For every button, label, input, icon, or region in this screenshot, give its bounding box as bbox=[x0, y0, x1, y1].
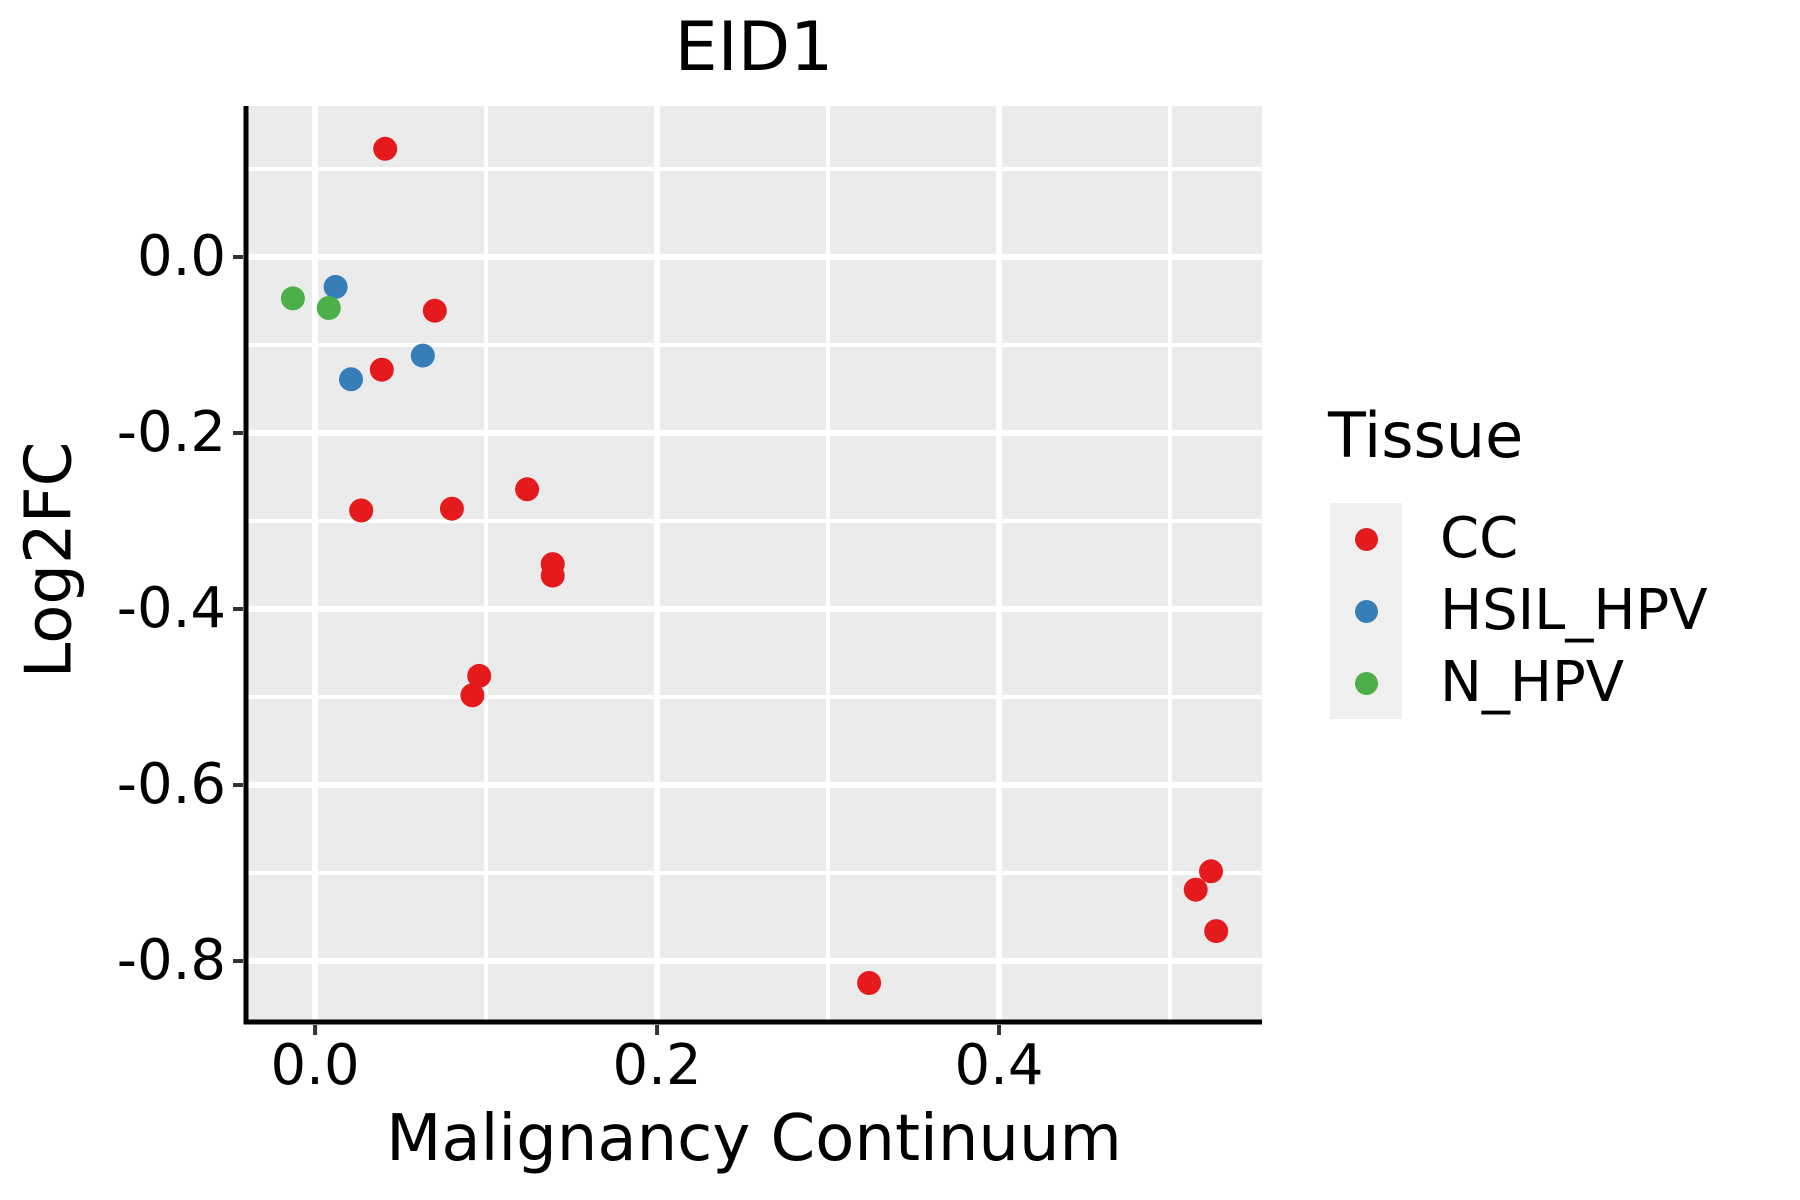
data-point-cc bbox=[422, 298, 447, 323]
legend-row-n_hpv: N_HPV bbox=[1330, 647, 1708, 719]
plot-title: EID1 bbox=[674, 8, 834, 87]
data-point-cc bbox=[349, 498, 374, 523]
data-point-cc bbox=[439, 496, 464, 521]
data-point-n_hpv bbox=[280, 286, 305, 311]
legend-label: CC bbox=[1440, 506, 1519, 571]
x-tick-label: 0.2 bbox=[612, 1033, 702, 1098]
legend-key bbox=[1330, 575, 1402, 647]
data-point-cc bbox=[857, 971, 882, 995]
data-point-cc bbox=[540, 563, 565, 588]
y-tick-label: -0.8 bbox=[116, 928, 226, 993]
legend-dot-icon bbox=[1354, 599, 1378, 623]
data-point-cc bbox=[1204, 919, 1229, 944]
data-point-hsil_hpv bbox=[410, 343, 435, 368]
legend-dot-icon bbox=[1354, 527, 1378, 551]
data-point-n_hpv bbox=[316, 296, 341, 320]
y-axis-title: Log2FC bbox=[12, 441, 87, 679]
data-point-cc bbox=[373, 136, 398, 161]
panel-background bbox=[246, 106, 1262, 1022]
legend-title: Tissue bbox=[1328, 399, 1524, 472]
data-point-hsil_hpv bbox=[339, 367, 363, 392]
data-point-cc bbox=[369, 357, 394, 382]
legend-label: HSIL_HPV bbox=[1440, 578, 1708, 643]
y-tick-label: -0.6 bbox=[116, 752, 226, 817]
legend-row-cc: CC bbox=[1330, 503, 1708, 575]
legend-dot-icon bbox=[1354, 671, 1378, 695]
y-tick-label: 0.0 bbox=[136, 224, 226, 289]
axis-lines bbox=[243, 106, 1262, 1025]
legend-row-hsil_hpv: HSIL_HPV bbox=[1330, 575, 1708, 647]
y-tick-label: -0.2 bbox=[116, 400, 226, 465]
legend-key bbox=[1330, 503, 1402, 575]
data-point-cc bbox=[1183, 877, 1208, 902]
legend-key bbox=[1330, 647, 1402, 719]
legend-items: CC HSIL_HPV N_HPV bbox=[1330, 503, 1708, 719]
data-point-cc bbox=[460, 683, 485, 708]
data-point-cc bbox=[467, 663, 492, 688]
data-point-cc bbox=[1199, 859, 1223, 884]
legend-label: N_HPV bbox=[1440, 650, 1625, 715]
y-tick-label: -0.4 bbox=[116, 576, 226, 641]
x-tick-label: 0.4 bbox=[954, 1033, 1044, 1098]
data-point-cc bbox=[515, 477, 540, 502]
data-point-hsil_hpv bbox=[323, 274, 348, 299]
x-axis-title: Malignancy Continuum bbox=[386, 1102, 1122, 1176]
x-tick-label: 0.0 bbox=[270, 1033, 360, 1098]
